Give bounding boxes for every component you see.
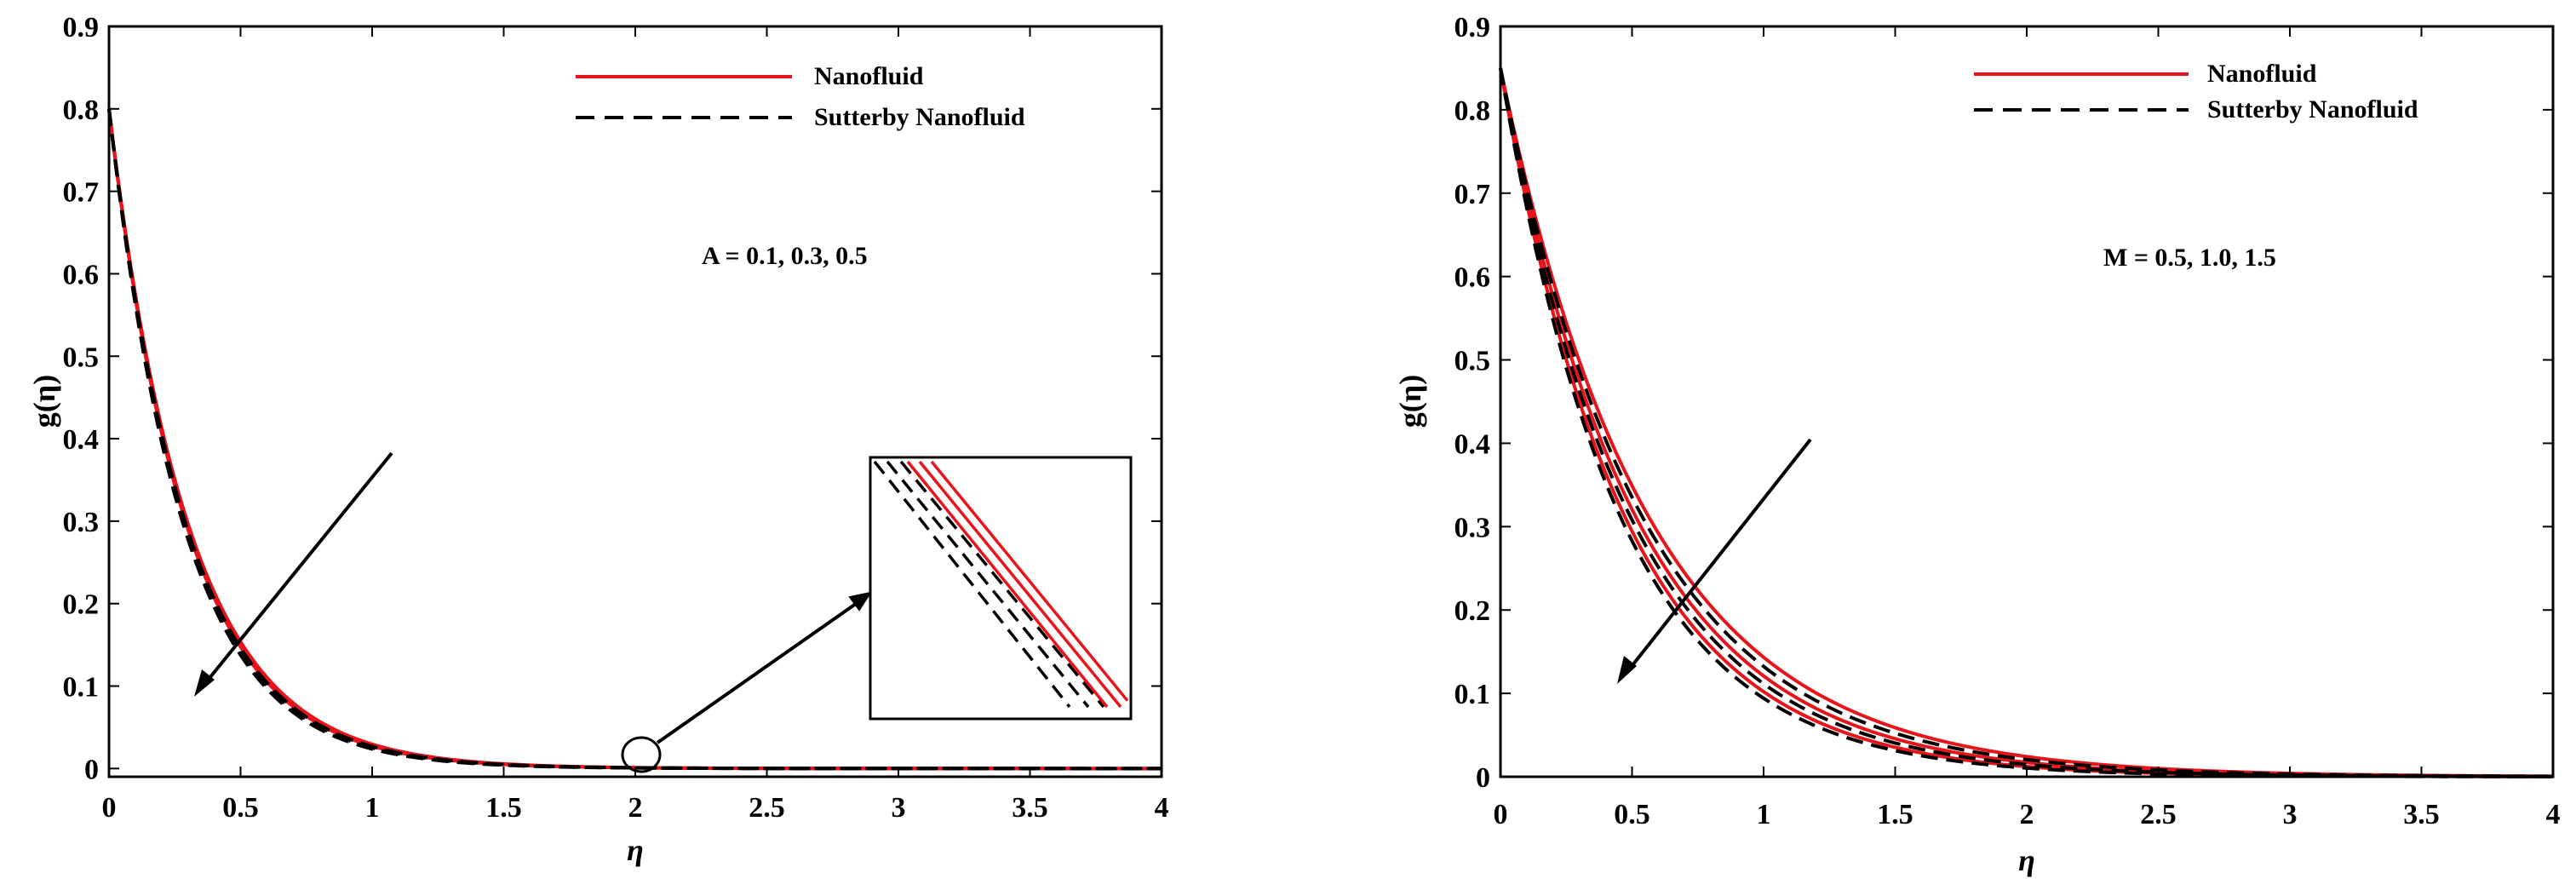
right-y-tick-label: 0.4: [1454, 428, 1491, 460]
left-y-tick-label: 0.7: [63, 177, 100, 209]
right-parameter-annotation: M = 0.5, 1.0, 1.5: [2103, 244, 2276, 272]
left-legend-label-sutterby: Sutterby Nanofluid: [814, 103, 1025, 131]
right-x-tick-label: 3.5: [2403, 799, 2440, 830]
left-y-tick-label: 0.8: [63, 95, 100, 126]
left-y-tick-label: 0.4: [63, 424, 100, 456]
right-x-tick-label: 1: [1757, 799, 1771, 830]
right-curve-sutterby-1: [1499, 67, 2554, 778]
left-x-tick-label: 1: [365, 792, 380, 824]
right-y-tick-label: 0.1: [1454, 679, 1491, 710]
right-x-axis-label: η: [2018, 843, 2035, 877]
left-y-tick-label: 0.3: [63, 507, 100, 538]
left-y-tick-label: 0.6: [63, 259, 100, 290]
right-curve-nanofluid-1: [1499, 67, 2554, 778]
right-y-tick-label: 0.7: [1454, 179, 1491, 210]
right-x-tick-label: 4: [2546, 799, 2561, 830]
left-y-tick-label: 0.2: [63, 589, 100, 621]
left-inset-nanofluid-line-3: [930, 460, 1129, 702]
left-inset-curves: [873, 460, 1129, 709]
left-legend-label-nanofluid: Nanofluid: [814, 62, 924, 90]
left-inset-nanofluid-line-1: [906, 460, 1109, 709]
left-chart-ticks: 0 0.5 1 1.5 2 2.5 3 3.5 4 0 0.1 0.2 0.3 0.4 0.5 0.6 0.7 0…: [63, 12, 1169, 824]
left-y-tick-label: 0: [84, 754, 99, 785]
left-inset-nanofluid-line-2: [918, 460, 1122, 709]
right-x-tick-label: 3: [2283, 799, 2298, 830]
right-x-tick-label: 2: [2020, 799, 2034, 830]
left-x-tick-label: 2: [628, 792, 643, 824]
left-y-tick-label: 0.5: [63, 342, 100, 373]
right-y-tick-label: 0: [1476, 762, 1490, 794]
right-y-tick-label: 0.6: [1454, 262, 1491, 294]
right-curve-nanofluid-2: [1499, 67, 2554, 778]
right-curve-sutterby-2: [1499, 67, 2554, 778]
right-x-tick-label: 0: [1494, 799, 1508, 830]
left-x-tick-label: 4: [1155, 792, 1169, 824]
left-parameter-annotation: A = 0.1, 0.3, 0.5: [702, 242, 868, 270]
right-chart-ticks: 0 0.5 1 1.5 2 2.5 3 3.5 4 0 0.1 0.2 0.3 0.4 0.5 0.6 0.7 0…: [1454, 12, 2561, 830]
right-curve-sutterby-3: [1499, 67, 2553, 778]
left-zoom-circle: [621, 736, 662, 773]
left-curve-sutterby-2: [107, 108, 1162, 771]
right-curve-nanofluid-3: [1499, 67, 2554, 778]
left-x-tick-label: 3.5: [1012, 792, 1048, 824]
right-x-tick-label: 1.5: [1877, 799, 1913, 830]
right-x-tick-label: 2.5: [2140, 799, 2177, 830]
left-parameter-arrow: [194, 451, 393, 697]
right-legend-label-sutterby: Sutterby Nanofluid: [2207, 95, 2418, 123]
right-parameter-arrow: [1617, 438, 1812, 684]
left-x-tick-label: 0.5: [222, 792, 259, 824]
left-zoom-inset: [869, 456, 1133, 721]
left-inset-sutterby-line-3: [899, 460, 1105, 709]
left-x-tick-label: 2.5: [749, 792, 785, 824]
left-inset-sutterby-line-2: [886, 460, 1090, 709]
left-inset-sutterby-line-1: [873, 460, 1071, 709]
left-inset-frame: [869, 456, 1133, 721]
left-x-tick-label: 3: [892, 792, 906, 824]
right-plot-frame: [1499, 25, 2555, 778]
left-x-tick-label: 0: [102, 792, 117, 824]
right-y-tick-label: 0.2: [1454, 595, 1491, 627]
left-y-axis-label: g(η): [27, 375, 61, 428]
left-zoom-arrow: [656, 591, 873, 744]
left-x-tick-label: 1.5: [485, 792, 522, 824]
right-y-tick-label: 0.9: [1454, 12, 1491, 43]
left-legend: Nanofluid Sutterby Nanofluid: [576, 62, 1025, 131]
right-chart-curves: [1499, 67, 2554, 778]
right-y-tick-label: 0.5: [1454, 346, 1491, 377]
right-chart: 0 0.5 1 1.5 2 2.5 3 3.5 4 0 0.1 0.2 0.3 0.4 0.5 0.6 0.7 0…: [1393, 12, 2561, 877]
right-y-axis-label: g(η): [1393, 375, 1427, 428]
right-x-tick-label: 0.5: [1614, 799, 1650, 830]
left-x-axis-label: η: [627, 833, 644, 867]
left-y-tick-label: 0.1: [63, 672, 100, 704]
right-y-tick-label: 0.3: [1454, 512, 1491, 543]
right-legend-label-nanofluid: Nanofluid: [2207, 60, 2317, 88]
right-y-tick-label: 0.8: [1454, 95, 1491, 127]
right-legend: Nanofluid Sutterby Nanofluid: [1974, 60, 2418, 123]
left-y-tick-label: 0.9: [63, 12, 100, 43]
left-chart: 0 0.5 1 1.5 2 2.5 3 3.5 4 0 0.1 0.2 0.3 0.4 0.5 0.6 0.7 0…: [27, 12, 1169, 867]
